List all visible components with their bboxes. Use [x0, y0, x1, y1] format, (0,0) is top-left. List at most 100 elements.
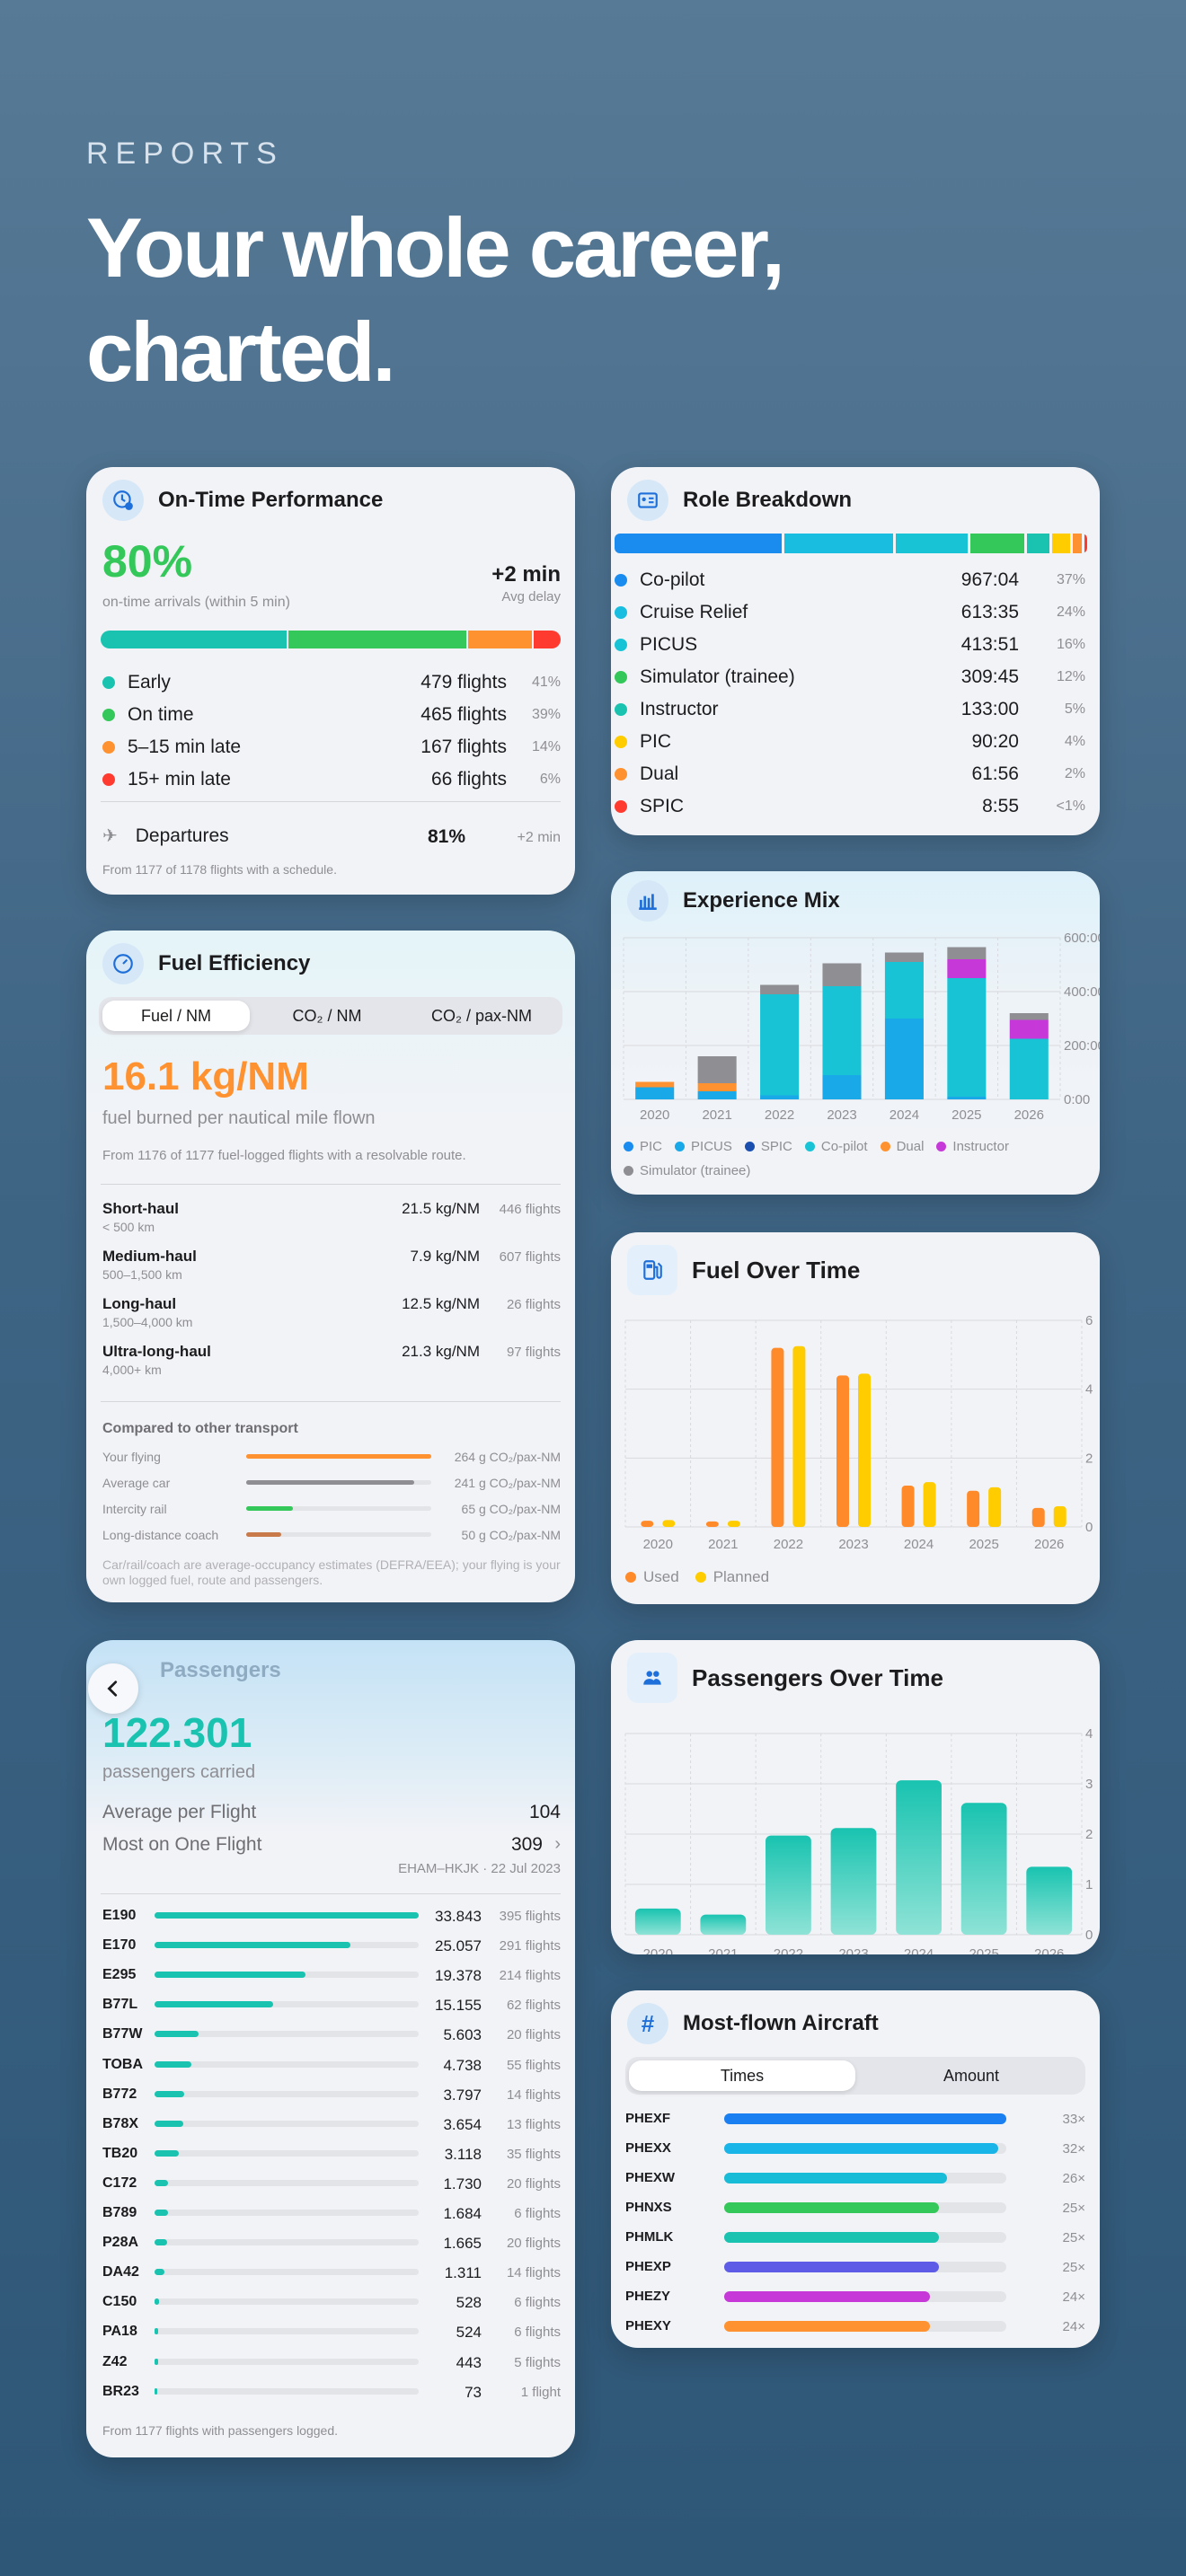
- passengers-footnote: From 1177 flights with passengers logged…: [102, 2423, 338, 2438]
- chevron-right-icon[interactable]: ›: [554, 1834, 561, 1854]
- flown-track: [724, 2321, 1006, 2332]
- compare-title: Compared to other transport: [102, 1421, 298, 1436]
- flown-track: [724, 2143, 1006, 2154]
- aircraft-reg: PHEZY: [625, 2289, 671, 2304]
- ontime-caption: on-time arrivals (within 5 min): [102, 595, 290, 610]
- legend-dot: [744, 1142, 755, 1151]
- bar-segment: [884, 1019, 924, 1099]
- role-label: PICUS: [640, 634, 698, 655]
- ontime-footnote: From 1177 of 1178 flights with a schedul…: [102, 862, 337, 877]
- haul-range: 1,500–4,000 km: [102, 1315, 193, 1329]
- most-on-flight-label[interactable]: Most on One Flight: [102, 1834, 262, 1855]
- bar: [792, 1345, 806, 1527]
- tab-times[interactable]: [629, 2060, 855, 2091]
- tab-fuel-nm[interactable]: [102, 1001, 250, 1031]
- haul-name: Ultra-long-haul: [102, 1343, 211, 1360]
- aircraft-fill: [155, 2387, 157, 2395]
- role-row: Instructor: [615, 699, 719, 720]
- aircraft-pax: 524: [456, 2324, 482, 2342]
- fuel-caption: fuel burned per nautical mile flown: [102, 1108, 376, 1128]
- bar-segment: [822, 986, 862, 1075]
- x-tick-label: 2024: [904, 1946, 934, 1954]
- y-tick-label: 6: [1085, 1313, 1093, 1328]
- fuel-card[interactable]: Fuel Efficiency Fuel / NM CO₂ / NM CO₂ /…: [86, 931, 575, 1602]
- aircraft-fill: [155, 2001, 274, 2008]
- role-label: PIC: [640, 731, 672, 752]
- haul-flights: 446 flights: [499, 1202, 561, 1217]
- aircraft-type: B77W: [102, 2026, 143, 2042]
- ontime-row-label: Early: [128, 672, 171, 693]
- role-label: Simulator (trainee): [640, 666, 795, 687]
- aircraft-pax: 4.738: [443, 2056, 482, 2074]
- roles-title: Role Breakdown: [683, 488, 853, 512]
- aircraft-fill: [155, 2179, 168, 2186]
- most-flown-card[interactable]: # Most-flown Aircraft Times Amount PHEXF…: [611, 1990, 1100, 2348]
- role-dot: [615, 639, 627, 651]
- fuel-time-header: Fuel Over Time: [627, 1245, 860, 1295]
- ontime-row: 5–15 min late: [102, 737, 241, 758]
- y-tick-label: 3: [1085, 1777, 1093, 1792]
- aircraft-flights: 214 flights: [499, 1968, 561, 1984]
- aircraft-type: C150: [102, 2294, 137, 2310]
- pax-time-card[interactable]: Passengers Over Time 4 3 2 1 0 2020 2021 2022 20…: [611, 1640, 1100, 1954]
- ontime-row-label: On time: [128, 704, 194, 725]
- aircraft-track: [155, 2149, 419, 2157]
- ontime-card[interactable]: On-Time Performance 80% on-time arrivals…: [86, 467, 575, 895]
- back-button[interactable]: [88, 1663, 138, 1714]
- haul-range: 500–1,500 km: [102, 1267, 182, 1282]
- x-tick-label: 2020: [643, 1537, 673, 1552]
- aircraft-type: E170: [102, 1937, 137, 1954]
- y-tick-label: 4: [1085, 1726, 1093, 1742]
- status-dot: [102, 676, 115, 689]
- experience-card[interactable]: Experience Mix 600:00 400:00 200:00 0:00 202…: [611, 871, 1100, 1195]
- bar: [901, 1486, 915, 1527]
- fuel-disclaimer: Car/rail/coach are average-occupancy est…: [102, 1557, 561, 1587]
- tab-co2-nm[interactable]: CO₂ / NM: [292, 1007, 362, 1025]
- legend-item: Planned: [695, 1568, 769, 1586]
- aircraft-flights: 13 flights: [506, 2116, 561, 2132]
- legend-item: PICUS: [675, 1139, 732, 1154]
- legend-label: PICUS: [691, 1139, 732, 1154]
- role-time: 61:56: [971, 763, 1019, 784]
- legend-item: PIC: [624, 1139, 662, 1154]
- most-on-flight-value[interactable]: 309: [510, 1834, 543, 1855]
- role-time: 133:00: [960, 699, 1019, 719]
- aircraft-type: B77L: [102, 1997, 138, 2013]
- role-time: 613:35: [960, 602, 1019, 622]
- aircraft-type: PA18: [102, 2324, 137, 2340]
- role-pct: 5%: [1064, 701, 1085, 717]
- legend-dot: [804, 1142, 815, 1151]
- haul-range: < 500 km: [102, 1220, 155, 1234]
- aircraft-reg: PHEXP: [625, 2259, 671, 2274]
- x-tick-label: 2021: [708, 1946, 738, 1954]
- aircraft-track: [155, 2328, 419, 2335]
- bar: [896, 1780, 942, 1935]
- passengers-over-time-chart: 4 3 2 1 0 2020 2021 2022 2023 2024 2025 2026: [624, 1726, 1093, 1954]
- passengers-card[interactable]: Passengers 122.301 passengers carried Av…: [86, 1640, 575, 2457]
- role-time: 90:20: [971, 731, 1019, 752]
- tab-amount[interactable]: Amount: [943, 2067, 1000, 2085]
- aircraft-fill: [155, 1972, 305, 1979]
- role-row: Simulator (trainee): [615, 666, 795, 688]
- compare-value: 264 g CO₂/pax-NM: [454, 1450, 561, 1464]
- departures-label: Departures: [135, 825, 229, 846]
- tab-co2-pax-nm[interactable]: CO₂ / pax-NM: [431, 1007, 532, 1025]
- role-dot: [615, 768, 627, 781]
- roles-card[interactable]: Role Breakdown Co-pilot 967:04 37% Cruise R…: [611, 467, 1100, 835]
- bar-segment: [884, 962, 924, 1019]
- x-tick-label: 2022: [774, 1537, 803, 1552]
- aircraft-flights: 6 flights: [514, 2206, 561, 2221]
- ontime-percent: 80%: [102, 536, 193, 587]
- fuel-time-card[interactable]: Fuel Over Time 6 4 2 0 2020 2021 2022 2023 2024 2…: [611, 1232, 1100, 1604]
- aircraft-fill: [155, 2060, 192, 2068]
- reports-label: REPORTS: [86, 137, 284, 171]
- compare-fill: [246, 1506, 293, 1511]
- bar: [641, 1521, 654, 1527]
- fuel-header: Fuel Efficiency: [102, 943, 310, 984]
- x-tick-label: 2021: [702, 1107, 731, 1123]
- aircraft-pax: 25.057: [435, 1937, 482, 1955]
- aircraft-track: [155, 2031, 419, 2038]
- aircraft-flights: 5 flights: [514, 2354, 561, 2370]
- role-dot: [615, 671, 627, 684]
- people-icon: [627, 1653, 677, 1703]
